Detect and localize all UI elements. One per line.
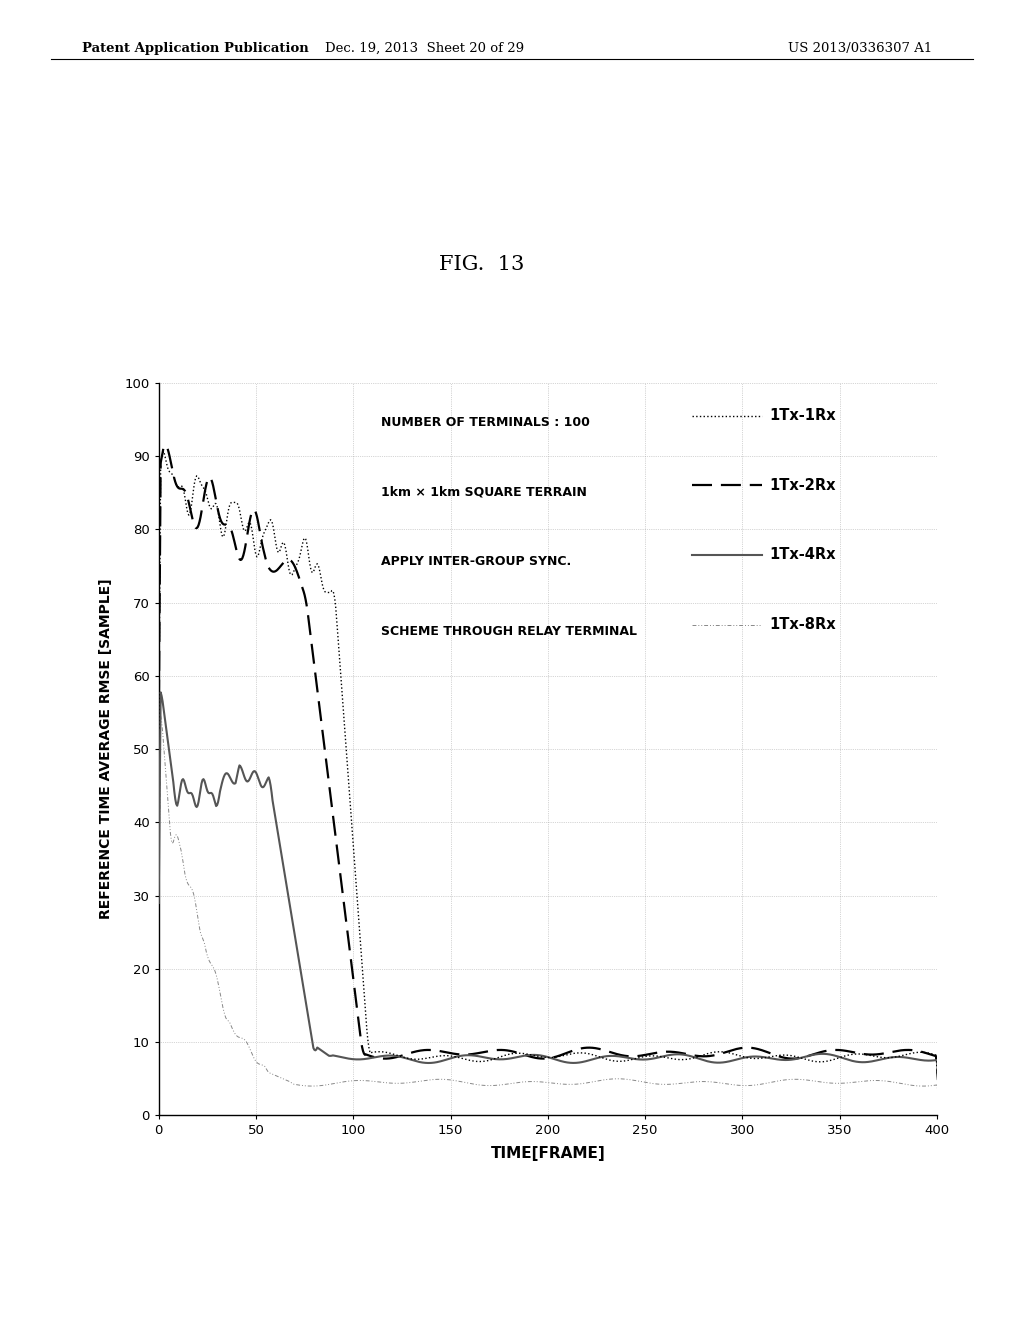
1Tx-1Rx bbox=[464, 1052, 476, 1068]
1Tx-4Rx bbox=[932, 1065, 944, 1081]
1Tx-4Rx bbox=[472, 1048, 484, 1064]
1Tx-2Rx bbox=[702, 1048, 715, 1064]
1Tx-4Rx bbox=[153, 895, 165, 911]
Line: 1Tx-2Rx: 1Tx-2Rx bbox=[159, 445, 938, 1080]
1Tx-1Rx bbox=[700, 1045, 713, 1061]
Text: APPLY INTER-GROUP SYNC.: APPLY INTER-GROUP SYNC. bbox=[381, 554, 570, 568]
1Tx-1Rx bbox=[932, 1072, 944, 1088]
Text: 1Tx-4Rx: 1Tx-4Rx bbox=[770, 548, 837, 562]
X-axis label: TIME[FRAME]: TIME[FRAME] bbox=[490, 1146, 605, 1160]
Text: SCHEME THROUGH RELAY TERMINAL: SCHEME THROUGH RELAY TERMINAL bbox=[381, 624, 637, 638]
Text: 1Tx-1Rx: 1Tx-1Rx bbox=[770, 408, 837, 424]
Line: 1Tx-8Rx: 1Tx-8Rx bbox=[159, 715, 938, 1093]
Text: FIG.  13: FIG. 13 bbox=[438, 255, 524, 273]
1Tx-2Rx bbox=[464, 1047, 476, 1063]
Y-axis label: REFERENCE TIME AVERAGE RMSE [SAMPLE]: REFERENCE TIME AVERAGE RMSE [SAMPLE] bbox=[99, 578, 114, 920]
1Tx-2Rx bbox=[932, 1072, 944, 1088]
1Tx-4Rx bbox=[309, 1043, 322, 1059]
1Tx-2Rx bbox=[700, 1048, 713, 1064]
1Tx-2Rx bbox=[499, 1043, 511, 1059]
1Tx-8Rx bbox=[700, 1073, 713, 1089]
1Tx-2Rx bbox=[472, 1045, 484, 1061]
Line: 1Tx-4Rx: 1Tx-4Rx bbox=[159, 692, 938, 1073]
1Tx-4Rx bbox=[464, 1047, 476, 1063]
Text: 1Tx-8Rx: 1Tx-8Rx bbox=[770, 616, 837, 632]
1Tx-8Rx bbox=[464, 1076, 476, 1092]
1Tx-8Rx bbox=[153, 906, 165, 921]
Text: Patent Application Publication: Patent Application Publication bbox=[82, 42, 308, 55]
1Tx-4Rx bbox=[155, 684, 167, 700]
1Tx-8Rx bbox=[155, 708, 167, 723]
1Tx-4Rx bbox=[702, 1053, 715, 1069]
Text: US 2013/0336307 A1: US 2013/0336307 A1 bbox=[787, 42, 932, 55]
Line: 1Tx-1Rx: 1Tx-1Rx bbox=[159, 451, 938, 1080]
Text: 1Tx-2Rx: 1Tx-2Rx bbox=[770, 478, 837, 492]
1Tx-1Rx bbox=[158, 444, 170, 459]
1Tx-8Rx bbox=[309, 1078, 322, 1094]
1Tx-2Rx bbox=[160, 437, 172, 453]
1Tx-1Rx bbox=[499, 1047, 511, 1063]
1Tx-8Rx bbox=[472, 1077, 484, 1093]
1Tx-2Rx bbox=[309, 667, 322, 682]
1Tx-1Rx bbox=[153, 721, 165, 737]
1Tx-1Rx bbox=[702, 1045, 715, 1061]
Text: Dec. 19, 2013  Sheet 20 of 29: Dec. 19, 2013 Sheet 20 of 29 bbox=[326, 42, 524, 55]
1Tx-8Rx bbox=[499, 1076, 511, 1092]
Text: 1km × 1km SQUARE TERRAIN: 1km × 1km SQUARE TERRAIN bbox=[381, 486, 587, 499]
1Tx-8Rx bbox=[702, 1073, 715, 1089]
1Tx-4Rx bbox=[700, 1053, 713, 1069]
Text: NUMBER OF TERMINALS : 100: NUMBER OF TERMINALS : 100 bbox=[381, 416, 590, 429]
1Tx-2Rx bbox=[153, 721, 165, 737]
1Tx-8Rx bbox=[932, 1085, 944, 1101]
1Tx-4Rx bbox=[499, 1051, 511, 1067]
1Tx-1Rx bbox=[472, 1053, 484, 1069]
1Tx-1Rx bbox=[309, 558, 322, 574]
